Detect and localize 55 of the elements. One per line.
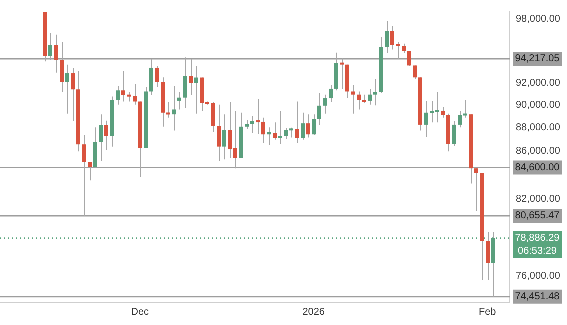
- candlestick: [330, 84, 334, 103]
- candlestick: [212, 102, 216, 133]
- y-tick-label: 92,000.00: [516, 78, 561, 89]
- x-tick-label: Dec: [131, 306, 150, 318]
- x-tick-label: Feb: [478, 306, 497, 318]
- candlestick: [72, 67, 76, 122]
- candlestick: [296, 101, 300, 144]
- candlestick: [218, 104, 222, 162]
- ref-line-label: 80,655.47: [515, 210, 560, 222]
- y-tick-label: 98,000.00: [516, 14, 561, 25]
- candlestick: [172, 86, 176, 132]
- candlestick: [442, 106, 446, 118]
- y-tick-label: 90,000.00: [516, 100, 561, 111]
- candlestick: [250, 116, 254, 134]
- candlestick: [402, 43, 406, 54]
- y-tick-label: 76,000.00: [516, 270, 561, 282]
- candlestick: [318, 93, 322, 126]
- candlestick: [324, 94, 328, 114]
- candlestick: [66, 64, 70, 114]
- candlestick: [222, 114, 226, 160]
- y-tick-label: 86,000.00: [516, 146, 561, 157]
- text: 06:53:29: [518, 246, 558, 258]
- candlestick: [312, 114, 316, 136]
- candlestick: [100, 114, 104, 162]
- ref-line-label: 78,886.29: [515, 233, 560, 244]
- y-tick-label: 82,000.00: [516, 194, 561, 206]
- ref-line-label: 94,217.05: [515, 54, 560, 65]
- x-tick-label: 2026: [302, 306, 326, 318]
- candlestick: [104, 120, 108, 150]
- candlestick: [452, 120, 456, 147]
- candlestick: [486, 231, 490, 281]
- candlestick: [156, 66, 160, 88]
- candlestick: [128, 92, 132, 102]
- candlestick: [414, 65, 418, 80]
- candlestick: [278, 110, 282, 145]
- candlestick: [122, 70, 126, 102]
- y-tick-label: 88,000.00: [516, 122, 561, 134]
- candlestick: [274, 122, 278, 140]
- ref-line-label: 84,600.00: [515, 162, 560, 174]
- candlestick: [194, 66, 198, 114]
- ref-line-label: 74,451.48: [515, 292, 560, 303]
- candlestick: [358, 91, 362, 110]
- candlestick: [178, 91, 182, 110]
- candlestick: [246, 120, 250, 130]
- candlestick: [352, 84, 356, 114]
- candlestick: [302, 112, 306, 140]
- candlestick: [268, 127, 272, 146]
- candlestick: [374, 78, 378, 106]
- candlestick: [386, 20, 390, 54]
- candlestick: [390, 26, 394, 50]
- candlestick: [116, 86, 120, 106]
- candlestick: [306, 114, 310, 138]
- candlestick: [134, 84, 138, 106]
- candlestick: [368, 88, 372, 106]
- candlestick: [424, 100, 428, 138]
